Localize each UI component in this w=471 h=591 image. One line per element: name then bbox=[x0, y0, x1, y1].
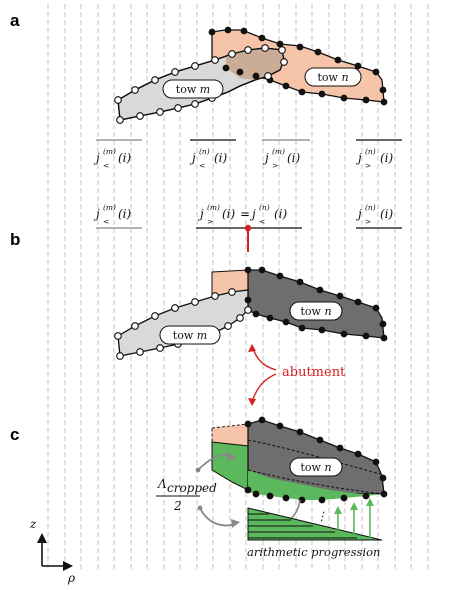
svg-text:j: j bbox=[355, 207, 362, 221]
svg-text:(m): (m) bbox=[103, 203, 116, 212]
arithmetic-label: arithmetic progression bbox=[247, 545, 380, 559]
svg-text:<: < bbox=[103, 161, 109, 170]
label-j-less-n-a: j (n) < (i) bbox=[189, 147, 228, 170]
green-region-bottom bbox=[248, 470, 384, 500]
svg-text:>: > bbox=[365, 161, 371, 170]
tow-m-label: tow m bbox=[176, 83, 210, 96]
tow-m-label-b: tow m bbox=[173, 329, 207, 342]
label-j-greater-m-a: j (m) > (i) bbox=[262, 147, 301, 170]
tow-m-label-box bbox=[162, 79, 224, 99]
svg-text:j: j bbox=[262, 151, 269, 165]
panel-label-b: b bbox=[10, 230, 20, 249]
abutment-arrow-down bbox=[251, 373, 277, 403]
progression-hatch bbox=[248, 513, 357, 539]
tow-n-label-box bbox=[304, 67, 362, 87]
svg-text:>: > bbox=[207, 217, 213, 226]
svg-text:(i): (i) bbox=[274, 207, 288, 221]
svg-text:2: 2 bbox=[173, 499, 182, 513]
svg-text:(m): (m) bbox=[272, 147, 285, 156]
svg-text:(i): (i) bbox=[118, 151, 132, 165]
svg-text:Λ: Λ bbox=[157, 477, 167, 491]
svg-text:>: > bbox=[272, 161, 278, 170]
svg-text:(i): (i) bbox=[222, 207, 236, 221]
svg-text:>: > bbox=[365, 217, 371, 226]
svg-text:=: = bbox=[240, 207, 250, 221]
panel-b: j (m) < (i) j (m) > (i) = j (n) < (i) j … bbox=[93, 203, 402, 406]
svg-text:<: < bbox=[103, 217, 109, 226]
axis-z-label: z bbox=[29, 517, 37, 531]
tow-n-nodes-c bbox=[244, 416, 388, 504]
tow-n-label-b: tow n bbox=[300, 305, 331, 318]
svg-text:⋮: ⋮ bbox=[316, 509, 328, 523]
svg-text:<: < bbox=[259, 217, 265, 226]
svg-text:(m): (m) bbox=[103, 147, 116, 156]
label-j-equal-b: j (m) > (i) = j (n) < (i) bbox=[197, 203, 288, 226]
green-region-left bbox=[211, 441, 249, 491]
svg-text:(i): (i) bbox=[380, 151, 394, 165]
svg-text:j: j bbox=[93, 151, 100, 165]
abutment-marker-dot bbox=[244, 224, 252, 232]
label-j-less-m-b: j (m) < (i) bbox=[93, 203, 132, 226]
panel-a: tow m tow n j (m) < (i) j (n) < (i) j (m… bbox=[93, 26, 402, 170]
svg-text:(i): (i) bbox=[118, 207, 132, 221]
tow-n-nodes-b bbox=[244, 266, 388, 342]
panel-label-a: a bbox=[10, 11, 20, 30]
label-j-less-m-a: j (m) < (i) bbox=[93, 147, 132, 170]
axis-rho-label: ρ bbox=[67, 571, 75, 585]
svg-text:(i): (i) bbox=[287, 151, 301, 165]
tow-n-label-c: tow n bbox=[300, 461, 331, 474]
svg-text:(i): (i) bbox=[214, 151, 228, 165]
svg-text:(n): (n) bbox=[199, 147, 210, 156]
svg-text:cropped: cropped bbox=[167, 481, 217, 495]
svg-text:j: j bbox=[93, 207, 100, 221]
svg-text:j: j bbox=[249, 207, 256, 221]
panel-c: tow n Λ cropped 2 ⋮ bbox=[156, 416, 388, 559]
svg-text:(n): (n) bbox=[365, 203, 376, 212]
svg-text:j: j bbox=[189, 151, 196, 165]
panel-label-c: c bbox=[10, 425, 19, 444]
svg-text:(n): (n) bbox=[259, 203, 270, 212]
cropped-region-c bbox=[211, 423, 249, 447]
tow-n-label: tow n bbox=[317, 71, 348, 84]
progression-arrows bbox=[337, 504, 371, 538]
abutment-arrow-up bbox=[251, 345, 277, 371]
svg-text:(n): (n) bbox=[365, 147, 376, 156]
label-j-greater-n-a: j (n) > (i) bbox=[355, 147, 394, 170]
svg-text:j: j bbox=[355, 151, 362, 165]
axis-indicator: z ρ bbox=[29, 517, 75, 585]
abutment-label: abutment bbox=[282, 365, 346, 380]
cropped-fraction: Λ cropped 2 bbox=[156, 477, 217, 513]
svg-text:(i): (i) bbox=[380, 207, 394, 221]
svg-text:<: < bbox=[199, 161, 205, 170]
svg-text:(m): (m) bbox=[207, 203, 220, 212]
svg-text:j: j bbox=[197, 207, 204, 221]
label-j-greater-n-b: j (n) > (i) bbox=[355, 203, 394, 226]
